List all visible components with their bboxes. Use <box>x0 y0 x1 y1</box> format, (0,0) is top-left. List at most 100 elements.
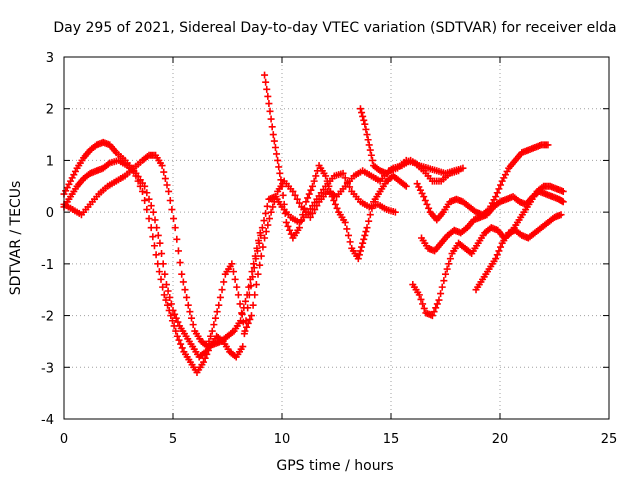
data-point <box>164 287 172 295</box>
data-point <box>360 235 368 243</box>
data-point <box>243 291 251 299</box>
data-point <box>361 231 369 239</box>
data-point <box>289 187 297 195</box>
data-point <box>243 323 251 331</box>
data-point <box>269 203 277 211</box>
data-point <box>168 206 176 214</box>
data-point <box>544 141 552 149</box>
data-point <box>201 354 209 362</box>
data-point <box>341 174 349 182</box>
data-point <box>171 310 179 318</box>
data-point <box>152 251 160 259</box>
x-tick-label: 15 <box>383 432 400 447</box>
data-point <box>160 168 168 176</box>
data-point <box>295 224 303 232</box>
data-point <box>258 224 266 232</box>
data-point <box>202 348 210 356</box>
data-point <box>442 270 449 278</box>
data-point <box>495 247 503 255</box>
data-point <box>237 317 245 325</box>
data-point <box>174 318 182 326</box>
data-point <box>323 177 331 185</box>
data-point <box>160 291 168 299</box>
data-point <box>307 186 315 194</box>
data-point <box>240 304 248 312</box>
data-point <box>154 231 162 239</box>
data-point <box>149 233 157 241</box>
data-point <box>251 252 259 260</box>
x-tick-label: 25 <box>601 432 618 447</box>
data-point <box>250 260 258 268</box>
series-arc-1 <box>60 138 399 376</box>
data-point <box>493 251 501 259</box>
data-point <box>210 321 218 329</box>
data-point <box>365 217 373 225</box>
data-point <box>366 146 374 154</box>
data-point <box>280 200 288 208</box>
data-point <box>166 197 174 205</box>
data-point <box>265 215 273 223</box>
data-point <box>421 197 429 205</box>
data-point <box>184 301 192 309</box>
data-point <box>428 312 436 320</box>
data-point <box>161 175 169 183</box>
data-point <box>262 228 270 236</box>
data-point <box>228 260 236 268</box>
data-point <box>364 136 372 144</box>
y-tick-label: -2 <box>41 310 54 325</box>
data-point <box>361 120 369 128</box>
data-point <box>249 301 257 309</box>
series-arc-8 <box>418 187 567 255</box>
data-point <box>183 293 191 301</box>
data-point <box>245 283 253 291</box>
data-point <box>261 71 269 79</box>
data-point <box>358 109 366 117</box>
data-point <box>141 197 149 205</box>
data-point <box>297 217 305 225</box>
data-point <box>246 315 254 323</box>
data-point <box>151 216 159 224</box>
data-point <box>176 259 184 267</box>
data-point <box>309 182 317 190</box>
y-tick-label: 0 <box>46 206 54 221</box>
data-point <box>420 193 428 201</box>
series-arc-6 <box>413 141 552 224</box>
data-point <box>299 211 307 219</box>
x-tick-label: 5 <box>169 432 177 447</box>
data-point <box>265 100 273 108</box>
data-point <box>341 218 349 226</box>
data-point <box>157 275 165 283</box>
data-point <box>495 185 503 193</box>
data-point <box>269 131 277 139</box>
data-point <box>207 332 215 340</box>
data-point <box>145 195 153 203</box>
data-point <box>459 164 467 172</box>
data-point <box>271 144 279 151</box>
data-point <box>368 156 376 164</box>
data-point <box>241 327 249 335</box>
data-point <box>440 277 448 285</box>
data-point <box>173 235 181 243</box>
data-point <box>419 300 427 308</box>
data-point <box>358 243 366 251</box>
data-point <box>164 301 172 309</box>
data-point <box>158 162 166 170</box>
data-point <box>178 344 186 352</box>
data-point <box>343 225 351 233</box>
data-point <box>493 189 501 197</box>
data-point <box>287 230 295 238</box>
data-point <box>417 295 425 303</box>
data-point <box>143 206 151 214</box>
data-point <box>172 327 180 335</box>
data-point <box>497 243 505 251</box>
data-point <box>159 260 167 268</box>
data-point <box>163 181 171 189</box>
data-point <box>216 293 224 301</box>
data-point <box>276 169 284 177</box>
data-point <box>330 197 338 205</box>
data-point <box>367 151 375 159</box>
data-point <box>291 191 299 199</box>
data-point <box>437 290 445 298</box>
data-point <box>309 209 317 217</box>
data-point <box>181 286 189 294</box>
